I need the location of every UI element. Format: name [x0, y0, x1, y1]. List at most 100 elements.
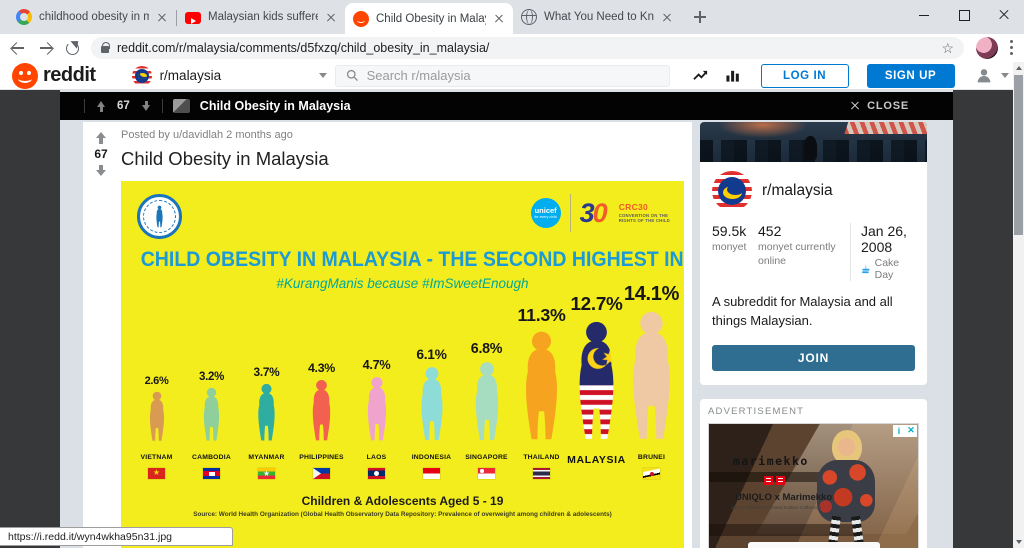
tab-article[interactable]: What You Need to Know About C — [513, 0, 681, 34]
minimize-button[interactable] — [904, 0, 944, 30]
ad-tagline: 2019 Fall/Winter Limited Edition Collect… — [731, 505, 822, 511]
user-icon[interactable] — [975, 67, 993, 84]
reddit-header: reddit r/malaysia Search r/malaysia LOG … — [0, 62, 1024, 90]
search-input[interactable]: Search r/malaysia — [334, 64, 670, 87]
downvote-icon[interactable] — [95, 164, 108, 177]
bookmark-star-icon[interactable]: ☆ — [941, 40, 954, 56]
person-silhouette-icon — [312, 379, 331, 441]
infographic-source: Source: World Health Organization (Globa… — [193, 511, 612, 518]
reload-icon[interactable] — [66, 42, 79, 55]
tab-reddit-active[interactable]: Child Obesity in Malaysia : malay — [345, 3, 513, 34]
ad-info-icon[interactable]: i — [893, 424, 905, 437]
person-silhouette-icon — [149, 391, 164, 441]
divider — [161, 99, 163, 113]
chart-figure-malaysia: 12.7% MALAYSIA — [567, 294, 625, 479]
person-silhouette-icon — [526, 331, 557, 440]
status-bar-link: https://i.redd.it/wyn4wkha95n31.jpg — [0, 527, 233, 546]
community-stats: 59.5k monyet 452 monyet currently online… — [700, 215, 927, 283]
ad-photo-child — [817, 459, 875, 522]
tab-youtube[interactable]: Malaysian kids suffered obesity & — [177, 0, 345, 34]
page-scrollbar[interactable] — [1013, 62, 1024, 548]
trending-icon[interactable] — [692, 68, 709, 83]
community-banner-image — [700, 122, 927, 162]
subreddit-name[interactable]: r/malaysia — [762, 182, 833, 199]
modal-overlay[interactable] — [0, 90, 60, 548]
upvote-icon[interactable] — [95, 100, 107, 112]
scrollbar-thumb[interactable] — [1014, 75, 1023, 235]
advertisement-label: ADVERTISEMENT — [708, 405, 805, 417]
user-chevron-down-icon[interactable] — [1000, 73, 1009, 78]
profile-avatar[interactable] — [976, 37, 998, 59]
infographic-title: CHILD OBESITY IN MALAYSIA - THE SECOND H… — [140, 248, 684, 271]
tab-google-search[interactable]: childhood obesity in malaysia - G — [8, 0, 176, 34]
reddit-favicon-icon — [353, 10, 369, 27]
modal-overlay[interactable] — [953, 90, 1013, 548]
forward-icon[interactable] — [38, 40, 54, 56]
tab-separator — [176, 10, 177, 26]
chart-category-label: THAILAND — [523, 454, 560, 461]
community-selector[interactable]: r/malaysia — [131, 65, 327, 86]
crc-line1: CONVENTION ON THE — [618, 212, 669, 218]
stat-value: Jan 26, 2008 — [861, 223, 907, 255]
person-silhouette-icon — [420, 367, 443, 441]
url-text[interactable]: reddit.com/r/malaysia/comments/d5fxzq/ch… — [117, 41, 490, 55]
globe-favicon-icon — [521, 9, 537, 25]
post-byline[interactable]: Posted by u/davidlah 2 months ago — [121, 129, 293, 141]
maximize-button[interactable] — [944, 0, 984, 30]
page-content: 67 Child Obesity in Malaysia CLOSE 67 — [0, 90, 1024, 548]
close-label: CLOSE — [867, 100, 909, 112]
community-description: A subreddit for Malaysia and all things … — [712, 294, 893, 328]
signup-button[interactable]: SIGN UP — [866, 63, 955, 88]
reddit-logo[interactable]: reddit — [12, 62, 96, 89]
close-button[interactable]: CLOSE — [850, 100, 909, 112]
community-header: r/malaysia — [700, 162, 927, 215]
chart-figure-vietnam: 2.6% VIETNAM — [129, 375, 184, 479]
chart-figures-row: 2.6% VIETNAM 3.2% CAMBODIA 3.7% MYANMAR 4.3% PH… — [121, 283, 684, 479]
tab-close-icon[interactable] — [156, 11, 168, 23]
cambodia-flag-icon — [203, 468, 220, 479]
scroll-down-icon[interactable] — [1013, 536, 1024, 548]
close-window-button[interactable] — [984, 0, 1024, 30]
vote-count: 67 — [117, 100, 130, 112]
back-icon[interactable] — [10, 40, 26, 56]
indonesia-flag-icon — [423, 468, 440, 479]
upvote-icon[interactable] — [95, 131, 108, 144]
crc30-logo: 3 0 — [580, 199, 608, 227]
vote-count: 67 — [94, 147, 108, 161]
community-name: r/malaysia — [159, 68, 222, 83]
new-tab-button[interactable] — [687, 4, 713, 30]
infographic-subtitle: #KurangManis because #ImSweetEnough — [276, 276, 529, 291]
brunei-flag-icon — [643, 468, 660, 479]
ad-headline-card[interactable]: New Kids Collection — [747, 541, 880, 548]
tab-close-icon[interactable] — [325, 11, 337, 23]
lightbox-header: 67 Child Obesity in Malaysia CLOSE — [60, 92, 953, 120]
subreddit-sidebar: r/malaysia 59.5k monyet 452 monyet curre… — [700, 122, 927, 548]
bar-chart-icon[interactable] — [725, 68, 741, 83]
laos-flag-icon — [368, 468, 385, 479]
chart-category-label: MYANMAR — [248, 454, 285, 461]
chart-category-label: VIETNAM — [140, 454, 173, 461]
downvote-icon[interactable] — [140, 100, 152, 112]
chart-figure-brunei: 14.1% BRUNEI — [624, 283, 679, 479]
tab-close-icon[interactable] — [493, 13, 505, 25]
join-button[interactable]: JOIN — [712, 344, 915, 371]
tab-close-icon[interactable] — [661, 11, 673, 23]
menu-dots-icon[interactable] — [1010, 40, 1014, 56]
scroll-up-icon[interactable] — [1013, 62, 1024, 74]
post-card: 67 Posted by u/davidlah 2 months ago Chi… — [83, 122, 692, 548]
cakeday-stat: Jan 26, 2008 Cake Day — [850, 223, 915, 281]
advertisement-card: ADVERTISEMENT marimekko — [700, 398, 927, 548]
tab-strip: childhood obesity in malaysia - G Malays… — [0, 0, 1024, 34]
ad-close-icon[interactable]: ✕ — [905, 424, 917, 437]
chart-category-label: PHILIPPINES — [299, 454, 344, 461]
chart-value-label: 3.7% — [253, 365, 280, 379]
post-title: Child Obesity in Malaysia — [121, 148, 329, 169]
address-bar[interactable]: reddit.com/r/malaysia/comments/d5fxzq/ch… — [91, 37, 964, 59]
divider — [569, 194, 571, 232]
advertisement-banner[interactable]: marimekko UNIQLO x Marimekko 2019 Fall/W… — [708, 422, 919, 548]
infographic-image[interactable]: unicef for every child 3 0 CRC30 — [121, 181, 684, 548]
subreddit-icon[interactable] — [712, 171, 752, 211]
association-badge-icon — [137, 194, 182, 239]
login-button[interactable]: LOG IN — [760, 63, 849, 88]
